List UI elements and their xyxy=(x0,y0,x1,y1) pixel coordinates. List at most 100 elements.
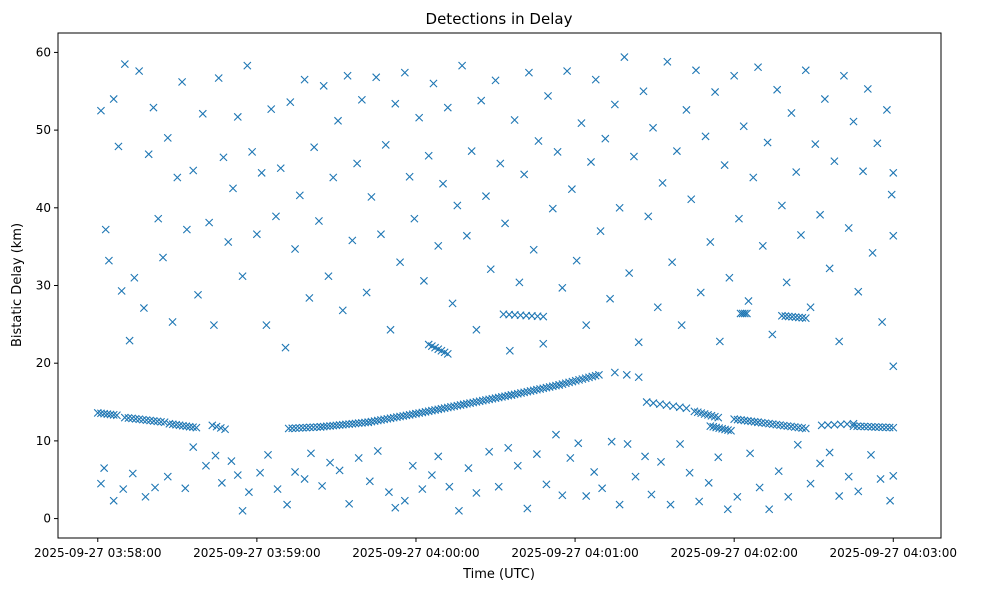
data-point xyxy=(198,109,207,118)
data-point xyxy=(867,422,876,431)
data-point xyxy=(421,407,430,416)
data-point xyxy=(128,469,137,478)
data-point xyxy=(160,418,169,427)
data-point xyxy=(675,403,684,412)
data-point xyxy=(402,411,411,420)
data-point xyxy=(647,490,656,499)
data-point xyxy=(727,426,735,435)
data-point xyxy=(504,391,513,400)
data-point xyxy=(139,304,148,313)
data-point xyxy=(501,392,510,401)
data-point xyxy=(408,461,417,470)
data-point xyxy=(889,423,898,432)
data-point xyxy=(725,273,734,282)
data-point xyxy=(424,151,433,160)
data-point xyxy=(424,407,433,416)
data-point xyxy=(141,492,150,501)
data-point xyxy=(662,401,671,410)
data-point xyxy=(497,392,506,401)
data-point xyxy=(238,506,247,515)
data-point xyxy=(529,386,538,395)
data-point xyxy=(734,214,743,223)
data-point xyxy=(298,423,307,432)
data-point xyxy=(488,394,497,403)
data-point xyxy=(96,479,105,488)
data-point xyxy=(513,461,522,470)
data-point xyxy=(515,278,524,287)
data-point xyxy=(781,312,790,321)
data-point xyxy=(434,452,443,461)
data-point xyxy=(825,448,834,457)
data-point xyxy=(615,203,624,212)
data-point xyxy=(396,258,405,267)
data-point xyxy=(443,103,452,112)
data-point xyxy=(887,190,896,199)
data-point xyxy=(376,230,385,239)
data-point xyxy=(777,311,786,320)
data-point xyxy=(472,325,481,334)
data-point xyxy=(868,248,877,257)
data-point xyxy=(101,225,110,234)
data-point xyxy=(466,399,475,408)
data-point xyxy=(520,388,529,397)
y-tick-label: 20 xyxy=(36,356,51,370)
data-point xyxy=(797,231,805,239)
data-point xyxy=(825,264,834,273)
data-point xyxy=(668,258,677,267)
data-point xyxy=(712,423,721,432)
data-point xyxy=(450,402,459,411)
data-point xyxy=(93,408,102,417)
data-point xyxy=(644,212,653,221)
data-point xyxy=(704,478,713,487)
data-point xyxy=(112,411,121,420)
data-point xyxy=(695,497,704,506)
data-point xyxy=(238,272,247,281)
data-point xyxy=(271,212,280,221)
data-point xyxy=(594,370,603,379)
data-point xyxy=(295,423,304,432)
data-point xyxy=(173,173,182,182)
data-point xyxy=(485,447,494,456)
data-point xyxy=(248,147,257,156)
data-point xyxy=(453,201,462,210)
data-point xyxy=(345,499,354,508)
data-point xyxy=(454,506,463,515)
data-point xyxy=(755,483,764,492)
data-point xyxy=(286,98,295,107)
data-point xyxy=(750,417,759,426)
data-point xyxy=(345,420,354,429)
data-point xyxy=(415,113,424,122)
data-point xyxy=(551,381,560,390)
data-point xyxy=(494,482,503,491)
data-point xyxy=(839,71,848,80)
data-point xyxy=(168,420,177,429)
data-point xyxy=(214,74,223,83)
data-point xyxy=(886,496,895,505)
data-point xyxy=(256,468,265,477)
data-point xyxy=(510,116,519,125)
data-point xyxy=(742,309,751,318)
data-point xyxy=(419,276,428,285)
data-point xyxy=(551,430,560,439)
data-point xyxy=(400,68,409,77)
data-point xyxy=(582,492,591,501)
data-point xyxy=(392,413,401,422)
data-point xyxy=(859,167,868,176)
data-point xyxy=(656,457,665,466)
data-point xyxy=(709,422,718,431)
data-point xyxy=(373,446,382,455)
data-point xyxy=(163,472,172,481)
data-point xyxy=(384,488,393,497)
data-point xyxy=(863,422,872,431)
data-point xyxy=(144,150,153,159)
data-point xyxy=(453,401,462,410)
data-point xyxy=(586,157,595,166)
data-point xyxy=(682,105,691,114)
data-points xyxy=(93,53,898,515)
data-point xyxy=(860,422,869,431)
data-point xyxy=(889,168,898,177)
data-point xyxy=(217,478,226,487)
data-point xyxy=(194,290,202,299)
data-point xyxy=(100,409,109,418)
